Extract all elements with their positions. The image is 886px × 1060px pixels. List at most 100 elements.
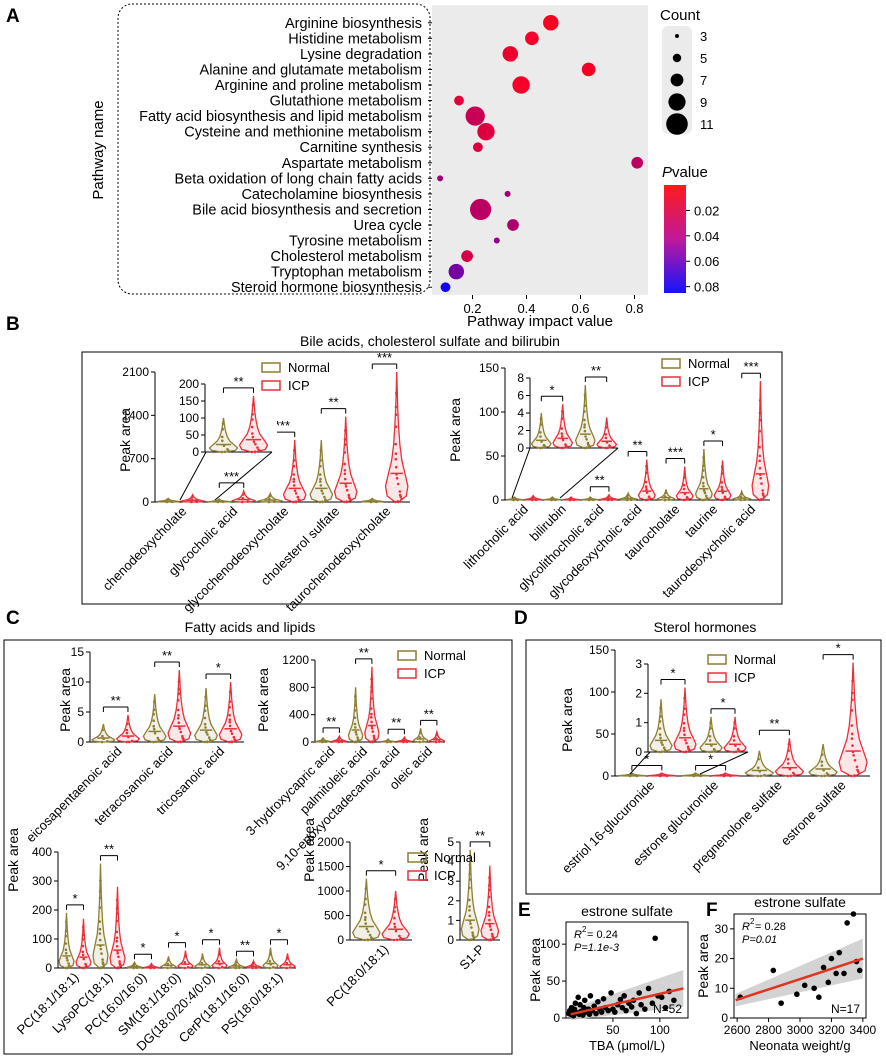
panel-c4-violin-normal-point <box>364 922 368 925</box>
panel-b-left-inset-violin-normal-point <box>220 450 224 454</box>
panel-c3-violin-icp-point <box>251 961 255 965</box>
panel-b-right-violin-icp-point <box>644 480 648 484</box>
panel-a-bubble <box>502 46 519 62</box>
panel-d-inset-y-tick-label: 0 <box>635 745 642 759</box>
panel-b-right-violin-icp-point <box>758 418 762 422</box>
panel-b-left-violin-icp-point <box>294 500 298 504</box>
panel-e-data-point <box>598 1009 605 1015</box>
panel-a-size-legend-title: Count <box>660 7 701 24</box>
panel-b-right-inset-violin-normal-point <box>583 393 587 397</box>
panel-b-title: Bile acids, cholesterol sulfate and bili… <box>300 333 560 349</box>
panel-b-right-violin-icp-point <box>645 471 648 475</box>
panel-c3-violin-normal-point <box>268 953 272 956</box>
panel-e-data-point <box>649 1000 656 1007</box>
panel-a-size-legend-value: 7 <box>700 73 707 88</box>
panel-b-left-inset-violin-icp-point <box>251 432 254 435</box>
panel-b-left-comparison-sig: ** <box>328 395 338 410</box>
panel-b-left-violin-icp-point <box>292 477 296 481</box>
panel-c3-y-tick-label: 300 <box>32 874 52 888</box>
panel-c3-violin-icp-point <box>183 961 187 964</box>
panel-c2-violin-icp-point <box>438 740 441 743</box>
panel-e-data-point <box>621 993 627 999</box>
panel-b-left-y-tick-label: 700 <box>129 452 149 466</box>
panel-c3-violin-icp-point <box>217 953 221 956</box>
panel-d-inset-y-tick-label: 1 <box>635 716 642 730</box>
panel-c3-violin-icp-point <box>81 944 85 948</box>
panel-c1-violin-normal-point <box>206 740 209 744</box>
panel-f-x-tick-label: 3400 <box>850 1023 877 1037</box>
panel-f-data-point <box>816 994 822 1000</box>
panel-d-inset-violin-icp-point <box>683 696 686 700</box>
panel-c3-violin-icp-point <box>251 966 254 970</box>
panel-b-left-violin-icp-point <box>345 500 349 504</box>
panel-b-right-violin-normal-point <box>663 498 667 502</box>
panel-c3-violin-normal-point <box>102 964 106 967</box>
panel-a-bubble <box>465 106 485 126</box>
panel-b-left-violin-icp-point <box>292 500 295 504</box>
panel-e-data-point <box>608 990 614 996</box>
panel-c2-y-tick-label: 400 <box>289 708 309 722</box>
panel-c5-violin-normal-point <box>471 933 475 937</box>
panel-c3-violin-icp-point <box>115 907 119 910</box>
panel-b-left-violin-icp-point <box>394 465 398 469</box>
panel-c3-violin-icp-point <box>85 965 88 969</box>
panel-f-data-point <box>820 964 827 971</box>
panel-a-pathway-label: Cysteine and methionine metabolism <box>184 125 422 141</box>
panel-c1-violin-normal <box>193 687 219 743</box>
panel-f-data-point <box>801 982 808 989</box>
panel-d-inset-violin-normal-point <box>708 739 712 742</box>
panel-c1-comparison-sig: ** <box>162 648 172 663</box>
panel-d-violin-icp-point <box>787 749 790 752</box>
panel-b-right-violin-icp-point <box>721 491 725 495</box>
panel-b-right-violin-icp-point <box>722 498 725 502</box>
panel-c3-violin-normal-point <box>66 966 69 970</box>
panel-d-violin-icp-point <box>792 771 795 775</box>
panel-c2-violin-icp-point <box>337 736 341 740</box>
panel-b-right-y-tick-label: 150 <box>479 361 499 375</box>
panel-e-plot-frame <box>565 921 689 1019</box>
panel-a-pathway-label: Arginine and proline metabolism <box>215 78 422 94</box>
panel-b-right-violin-normal-point <box>626 494 629 497</box>
panel-d-inset-violin-normal-point <box>662 746 666 749</box>
panel-a-size-legend-value: 11 <box>700 117 714 132</box>
panel-b-left-inset-connector <box>214 451 273 501</box>
panel-c3-violin-icp-point <box>117 955 120 959</box>
panel-d-legend-normal-label: Normal <box>734 652 776 667</box>
panel-c3-comparison-sig: ** <box>104 842 114 857</box>
panel-b-left-violin-icp-point <box>345 488 349 492</box>
panel-e-y-tick-label: 100 <box>540 937 560 951</box>
panel-c2-comparison-sig: ** <box>359 645 369 660</box>
panel-c4-violin-normal-point <box>363 938 367 942</box>
panel-c1-violin-icp-point <box>125 740 128 744</box>
panel-c1-violin-icp-point <box>125 731 129 735</box>
panel-b-left-violin-icp-point <box>396 482 400 486</box>
panel-a-color-tick-label: 0.04 <box>694 229 719 244</box>
panel-b-left-violin-icp-point <box>294 492 298 495</box>
panel-c4-violin-normal-point <box>364 887 368 890</box>
panel-c-bottom-legend-normal-label: Normal <box>434 850 476 865</box>
panel-d-inset-y-tick-label: 3 <box>635 657 642 671</box>
panel-b-left-violin-icp-point <box>400 497 403 501</box>
panel-c2-violin-normal-point <box>354 726 357 729</box>
panel-a-y-axis-title: Pathway name <box>90 100 107 199</box>
panel-f-data-point <box>844 920 850 926</box>
panel-f-data-point <box>850 911 857 917</box>
panel-c1-violin-normal-point <box>152 740 155 744</box>
panel-b-right-violin-icp-point <box>720 485 724 489</box>
panel-b-left-violin-normal-point <box>321 500 324 504</box>
panel-b-right-violin-icp-point <box>682 476 686 479</box>
panel-b-right-violin-icp-point <box>645 464 648 468</box>
panel-d-inset-violin-icp-point <box>683 707 686 710</box>
panel-f-y-tick-label: 10 <box>715 981 729 995</box>
panel-d-comparison-sig: ** <box>769 716 779 731</box>
panel-c2-violin-normal-point <box>356 736 359 739</box>
panel-b-right-inset-violin-normal <box>530 412 552 449</box>
panel-d-inset-violin-normal-point <box>659 715 662 718</box>
panel-c1-y-tick-label: 5 <box>77 705 84 719</box>
panel-c3-violin-normal-point <box>98 906 102 909</box>
panel-a-bubble <box>470 198 492 221</box>
panel-c5-y-tick-label: 1 <box>447 913 454 927</box>
panel-b-right-inset-violin-icp-point <box>561 438 565 442</box>
panel-b-right-inset-y-tick-label: 8 <box>517 371 524 385</box>
panel-a-bubble <box>440 282 451 293</box>
